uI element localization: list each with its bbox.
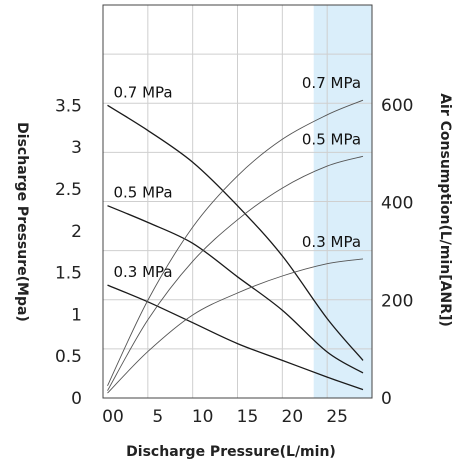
series-line-right-0-7-mpa [107, 99, 364, 386]
series-label-left-0-3-mpa: 0.3 MPa [113, 263, 172, 281]
y-right-tick-label: 600 [381, 96, 413, 116]
x-tick-label: 20 [282, 407, 304, 427]
x-tick-label: 10 [192, 407, 214, 427]
tick-layer: 00 5 10 15 20 25 0 0.5 1 1.5 2 2.5 3 3.5 0 200 400 600 [55, 96, 414, 427]
series-line-left-0-3-mpa [107, 284, 364, 391]
y-left-tick-label: 2 [71, 222, 82, 242]
series-line-right-0-3-mpa [107, 258, 364, 394]
y-axis-right-title: Air Consumption(L/min[ANR]) [437, 93, 453, 327]
y-right-tick-label: 400 [381, 194, 413, 214]
x-tick-label: 25 [326, 407, 348, 427]
plot-frame [102, 4, 373, 399]
y-right-tick-label: 200 [381, 291, 413, 311]
y-left-tick-label: 3 [71, 138, 82, 158]
y-right-tick-label: 0 [381, 389, 392, 409]
grid [103, 5, 372, 398]
x-tick-label: 00 [102, 407, 124, 427]
series-label-layer: 0.7 MPa 0.5 MPa 0.3 MPa 0.7 MPa 0.5 MPa 0.3 M… [113, 74, 361, 281]
x-tick-label: 5 [152, 407, 163, 427]
series-layer [107, 99, 364, 394]
series-line-left-0-5-mpa [107, 205, 364, 374]
x-axis-title: Discharge Pressure(L/min) [126, 444, 336, 460]
y-left-tick-label: 1.5 [55, 264, 82, 284]
y-left-tick-label: 0.5 [55, 347, 82, 367]
y-left-tick-label: 3.5 [55, 96, 82, 116]
series-line-right-0-5-mpa [107, 155, 364, 391]
y-left-tick-label: 0 [71, 389, 82, 409]
series-label-right-0-3-mpa: 0.3 MPa [302, 233, 361, 251]
x-tick-label: 15 [237, 407, 259, 427]
series-label-left-0-5-mpa: 0.5 MPa [113, 184, 172, 202]
series-label-left-0-7-mpa: 0.7 MPa [113, 83, 172, 101]
series-label-right-0-7-mpa: 0.7 MPa [302, 74, 361, 92]
series-label-right-0-5-mpa: 0.5 MPa [302, 130, 361, 148]
y-axis-left-title: Discharge Pressure(Mpa) [14, 122, 30, 322]
y-left-tick-label: 1 [71, 305, 82, 325]
y-left-tick-label: 2.5 [55, 180, 82, 200]
series-line-left-0-7-mpa [107, 104, 364, 361]
